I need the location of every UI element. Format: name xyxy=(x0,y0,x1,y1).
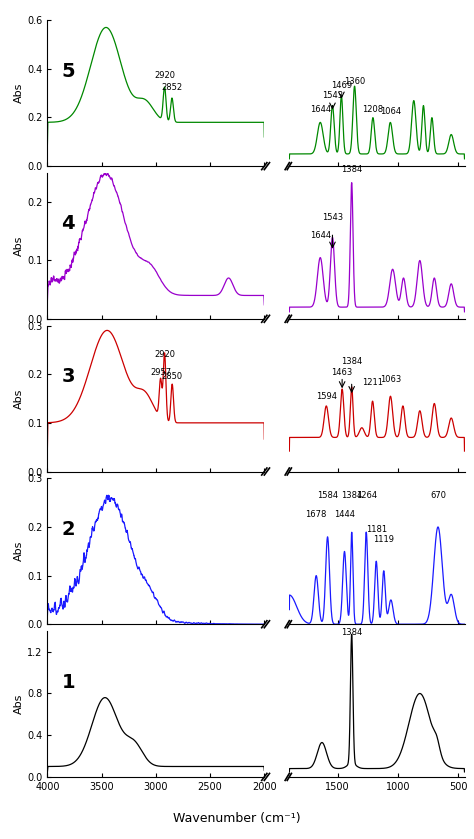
Text: 1063: 1063 xyxy=(380,375,401,384)
Text: 1384: 1384 xyxy=(341,491,362,500)
Y-axis label: Abs: Abs xyxy=(14,541,24,561)
Text: 2920: 2920 xyxy=(154,71,175,80)
Text: 1384: 1384 xyxy=(341,628,362,637)
Text: 1211: 1211 xyxy=(362,378,383,387)
Text: 1444: 1444 xyxy=(334,510,355,519)
Text: 2852: 2852 xyxy=(161,83,182,91)
Text: 1: 1 xyxy=(62,673,75,691)
Text: 1384: 1384 xyxy=(341,165,362,175)
Text: 3: 3 xyxy=(62,367,75,386)
Text: 670: 670 xyxy=(430,491,446,500)
Text: 1064: 1064 xyxy=(380,107,401,117)
Text: 1463: 1463 xyxy=(331,367,353,377)
Text: 1644: 1644 xyxy=(310,231,331,240)
Y-axis label: Abs: Abs xyxy=(14,388,24,409)
Text: 1360: 1360 xyxy=(344,77,365,86)
Text: 1469: 1469 xyxy=(331,81,352,91)
Text: 5: 5 xyxy=(62,62,75,81)
Text: 2957: 2957 xyxy=(150,367,171,377)
Text: 2850: 2850 xyxy=(162,372,182,381)
Text: 2920: 2920 xyxy=(154,350,175,359)
Text: 1181: 1181 xyxy=(365,524,387,534)
Text: 1543: 1543 xyxy=(322,91,343,101)
Text: 1264: 1264 xyxy=(356,491,377,500)
Text: 1644: 1644 xyxy=(310,105,331,113)
Text: 1584: 1584 xyxy=(317,491,338,500)
Y-axis label: Abs: Abs xyxy=(14,83,24,103)
Text: 2: 2 xyxy=(62,520,75,539)
Text: 1543: 1543 xyxy=(322,213,343,222)
Text: 1208: 1208 xyxy=(363,105,383,113)
Text: 4: 4 xyxy=(62,215,75,233)
Text: 1594: 1594 xyxy=(316,393,337,401)
Y-axis label: Abs: Abs xyxy=(14,236,24,256)
Text: 1384: 1384 xyxy=(341,357,362,367)
Text: 1119: 1119 xyxy=(373,535,394,544)
Text: 1678: 1678 xyxy=(305,510,327,519)
Y-axis label: Abs: Abs xyxy=(14,694,24,714)
Text: Wavenumber (cm⁻¹): Wavenumber (cm⁻¹) xyxy=(173,811,301,825)
